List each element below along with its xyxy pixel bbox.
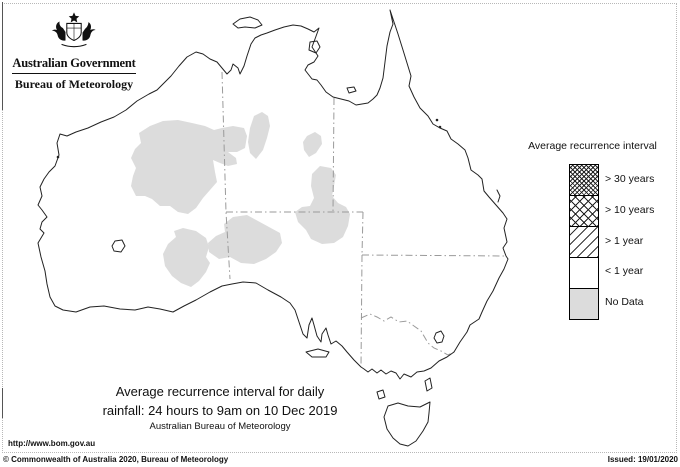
legend-swatch-nodata	[570, 288, 598, 319]
caption-line-2: rainfall: 24 hours to 9am on 10 Dec 2019	[102, 403, 338, 418]
no-data-region-north-sa	[208, 215, 282, 264]
legend-swatch-lt1yr	[570, 257, 598, 288]
caption-line-3: Australian Bureau of Meteorology	[149, 421, 291, 432]
crest-scroll-icon	[61, 43, 87, 48]
fraser-island	[496, 189, 501, 203]
border-sa-nsw-vic	[360, 254, 363, 368]
caption-line-1: Average recurrence interval for daily	[115, 384, 325, 399]
border-wa	[221, 71, 231, 280]
mornington-island	[346, 86, 357, 94]
flinders-island	[424, 377, 433, 392]
agency-logo-block: Australian Government Bureau of Meteorol…	[10, 6, 138, 92]
wa-lake-outline	[111, 239, 126, 253]
crest-emu-icon	[82, 22, 96, 41]
no-data-region-tanami	[248, 112, 270, 159]
no-data-region-wa-large	[131, 120, 247, 214]
melville-island	[232, 16, 263, 29]
legend-title: Average recurrence interval	[528, 140, 657, 152]
act-boundary	[433, 330, 445, 344]
crest-shield-quarters	[66, 23, 82, 41]
mainland-coastline	[37, 9, 509, 380]
king-island	[376, 389, 386, 400]
border-murray	[360, 313, 455, 356]
government-title: Australian Government	[12, 56, 136, 70]
legend-labels: > 30 years > 10 years > 1 year < 1 year …	[605, 164, 654, 318]
crest-star-icon	[68, 12, 80, 23]
border-qld-nsw	[361, 254, 507, 257]
no-data-region-se-wa	[163, 228, 210, 287]
border-nt-qld	[332, 97, 335, 213]
legend-label-nodata: No Data	[605, 296, 644, 309]
copyright-notice: © Commonwealth of Australia 2020, Bureau…	[3, 455, 229, 464]
legend-label-gt1yr: > 1 year	[605, 234, 644, 247]
legend-label-lt1yr: < 1 year	[605, 265, 644, 278]
crest-kangaroo-icon	[51, 21, 66, 41]
legend-swatch-stack	[569, 164, 599, 320]
issued-date: Issued: 19/01/2020	[607, 455, 678, 464]
coat-of-arms-icon	[51, 12, 96, 48]
tasmania-coastline	[383, 401, 431, 447]
legend-label-gt10yr: > 10 years	[605, 203, 655, 216]
legend-swatch-gt30yr	[570, 165, 598, 195]
no-data-region-east-nt-sa	[295, 166, 350, 244]
logo-divider	[12, 73, 136, 74]
offshore-islet-2	[435, 118, 439, 122]
border-qld-sa	[361, 211, 364, 256]
legend-label-gt30yr: > 30 years	[605, 173, 655, 185]
map-caption: Average recurrence interval for daily ra…	[70, 382, 370, 433]
offshore-islet-1	[56, 155, 60, 159]
agency-title: Bureau of Meteorology	[14, 77, 134, 91]
legend-swatch-gt1yr	[570, 226, 598, 257]
legend-swatch-gt10yr	[570, 195, 598, 226]
neatline-left-segment-bottom	[2, 388, 3, 418]
no-data-region-nt-qld	[303, 132, 322, 157]
no-data-regions	[131, 112, 350, 287]
groote-eylandt	[308, 40, 321, 54]
bom-url: http://www.bom.gov.au	[8, 439, 96, 448]
kangaroo-island	[305, 348, 330, 358]
australia-map	[37, 9, 509, 447]
state-borders	[221, 71, 507, 368]
coastlines	[37, 9, 509, 447]
footer-strip: © Commonwealth of Australia 2020, Bureau…	[0, 452, 680, 467]
neatline-left-segment-top	[2, 2, 3, 110]
offshore-islet-3	[438, 125, 442, 129]
